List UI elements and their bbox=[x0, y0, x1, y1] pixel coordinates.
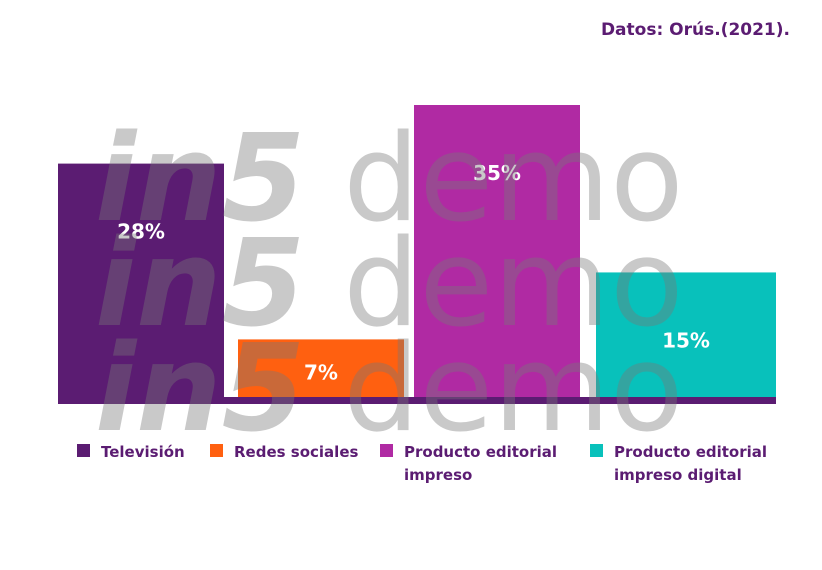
x-axis-line bbox=[58, 397, 776, 404]
bar bbox=[596, 272, 776, 398]
legend-label: impreso bbox=[404, 466, 472, 484]
legend-label: Producto editorial bbox=[404, 443, 557, 461]
legend-label: Producto editorial bbox=[614, 443, 767, 461]
bar bbox=[238, 339, 404, 398]
bar-value-label: 35% bbox=[473, 161, 521, 185]
legend-swatch bbox=[380, 444, 393, 457]
legend-label: Redes sociales bbox=[234, 443, 358, 461]
legend-label: impreso digital bbox=[614, 466, 742, 484]
legend-swatch bbox=[590, 444, 603, 457]
legend-swatch bbox=[77, 444, 90, 457]
bar-value-label: 7% bbox=[304, 360, 338, 384]
bar bbox=[414, 105, 580, 398]
source-note: Datos: Orús.(2021). bbox=[600, 20, 790, 40]
legend-label: Televisión bbox=[101, 443, 185, 461]
bar-value-label: 15% bbox=[662, 328, 710, 352]
legend-swatch bbox=[210, 444, 223, 457]
bar bbox=[58, 163, 224, 398]
bar-value-label: 28% bbox=[117, 220, 165, 244]
